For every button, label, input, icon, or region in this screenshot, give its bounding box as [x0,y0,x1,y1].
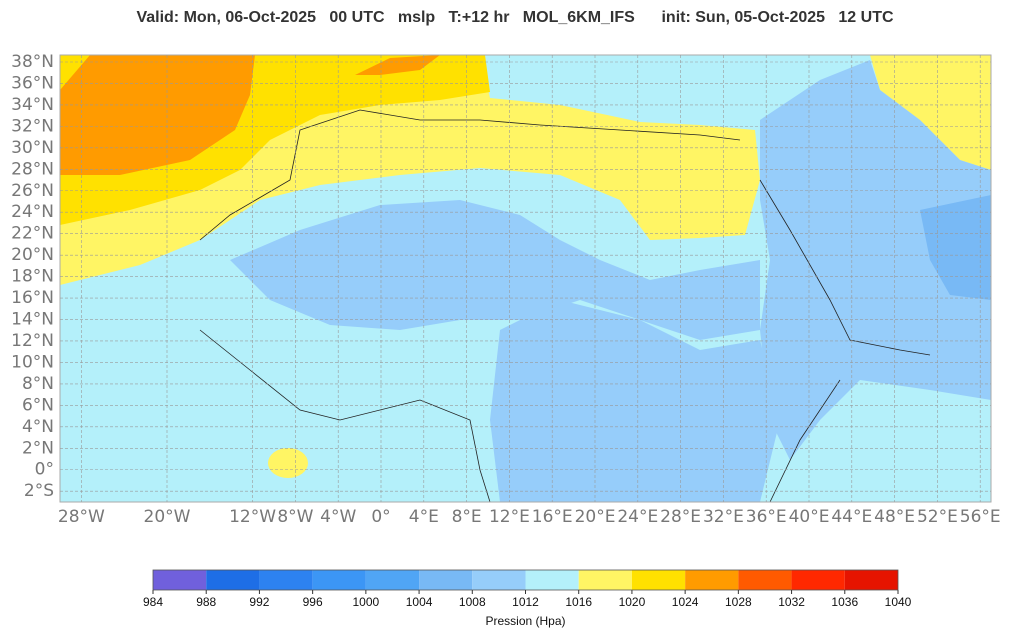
lon-label: 28°W [58,507,105,527]
lon-label: 40°E [789,507,830,527]
lon-label: 0° [371,507,390,527]
lat-label: 32°N [11,116,54,136]
lat-label: 6°N [22,395,54,415]
colorbar-bin [578,570,632,590]
lon-label: 28°E [660,507,701,527]
coastline [199,109,931,502]
lat-label: 0° [35,460,54,480]
lon-label: 20°E [575,507,616,527]
colorbar-tick-label: 1000 [353,595,380,609]
lon-label: 12°W [229,507,276,527]
colorbar-tick-label: 1016 [565,595,592,609]
map-title: Valid: Mon, 06-Oct-2025 00 UTC mslp T:+1… [136,9,894,26]
lat-label: 2°S [24,481,54,501]
lon-label: 20°W [144,507,191,527]
colorbar-tick-label: 988 [196,595,216,609]
colorbar-bin [791,570,845,590]
lon-label: 8°E [452,507,482,527]
field-1024 [60,55,255,175]
lat-label: 14°N [11,310,54,330]
lon-label: 32°E [703,507,744,527]
lat-label: 34°N [11,95,54,115]
lon-label: 4°W [320,507,356,527]
lat-label: 20°N [11,245,54,265]
lat-label: 26°N [11,181,54,201]
field-1008-central [490,300,780,502]
colorbar-tick-label: 1024 [672,595,699,609]
colorbar-bin [153,570,207,590]
lat-label: 24°N [11,202,54,222]
lat-label: 8°N [22,374,54,394]
lon-label: 52°E [917,507,958,527]
lon-label: 24°E [617,507,658,527]
map-field [60,55,991,502]
colorbar-tick-label: 1008 [459,595,486,609]
lat-label: 22°N [11,224,54,244]
colorbar-bin [259,570,313,590]
colorbar-tick-label: 1012 [512,595,539,609]
field-1024-north [355,55,440,75]
colorbar-tick-label: 1004 [406,595,433,609]
lat-label: 30°N [11,138,54,158]
colorbar-bin [365,570,420,590]
lat-label: 18°N [11,267,54,287]
lat-label: 38°N [11,52,54,72]
field-1008-sahel [230,200,760,340]
lat-label: 12°N [11,331,54,351]
colorbar-bin [631,570,686,590]
lon-label: 44°E [831,507,872,527]
lat-label: 28°N [11,159,54,179]
lon-label: 56°E [960,507,1001,527]
lat-label: 2°N [22,438,54,458]
lon-label: 4°E [409,507,439,527]
colorbar-bin [685,570,739,590]
field-1004 [920,195,991,300]
colorbar-bin [472,570,526,590]
colorbar-tick-label: 996 [303,595,323,609]
colorbar-bin [525,570,579,590]
lat-label: 16°N [11,288,54,308]
colorbar-tick-label: 992 [249,595,269,609]
colorbar-tick-label: 1032 [778,595,805,609]
lon-label: 8°W [277,507,313,527]
lon-label: 36°E [746,507,787,527]
colorbar-bin [738,570,792,590]
med-sea [60,55,760,125]
colorbar-bin [312,570,366,590]
colorbar-tick-label: 1036 [831,595,858,609]
colorbar-tick-label: 1028 [725,595,752,609]
colorbar-bin [844,570,898,590]
lon-label: 12°E [489,507,530,527]
lon-label: 16°E [532,507,573,527]
field-1008-east [760,60,991,460]
colorbar-tick-label: 984 [143,595,163,609]
map-frame [59,54,992,503]
lon-label: 48°E [874,507,915,527]
colorbar-tick-label: 1020 [619,595,646,609]
lat-label: 10°N [11,352,54,372]
field-1016-ocean [268,448,308,478]
colorbar-label: Pression (Hpa) [485,614,565,628]
colorbar-bin [206,570,260,590]
colorbar-tick-label: 1040 [885,595,912,609]
lat-label: 36°N [11,73,54,93]
lat-label: 4°N [22,417,54,437]
colorbar-bin [419,570,473,590]
